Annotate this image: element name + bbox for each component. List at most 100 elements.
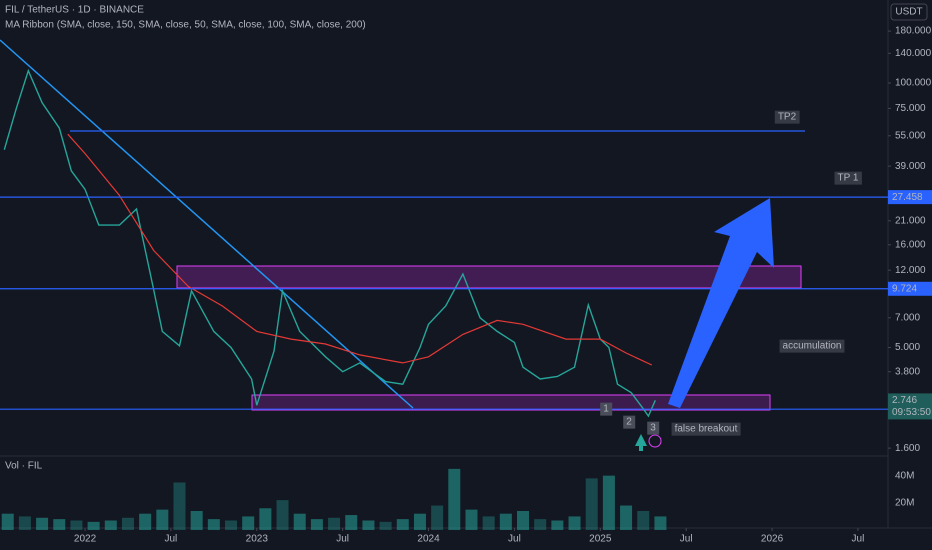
y-tick-label: 180.000 [895,26,932,37]
support-box [251,394,771,411]
volume-tick-label: 40M [895,470,914,481]
level-label-bg [888,281,932,296]
last-price-bg [888,393,932,420]
volume-bar [1,513,14,530]
volume-title: Vol · FIL [5,461,43,472]
y-tick-label: 140.000 [895,48,932,59]
volume-bar [551,520,564,530]
volume-bar [293,513,306,530]
volume-bar [362,520,375,530]
volume-bar [654,516,667,530]
series-line [3,68,656,418]
x-tick-label: Jul [336,534,349,545]
annotation: 2 [626,417,632,428]
trendline [0,39,414,409]
volume-bar [517,510,530,530]
y-tick-label: 75.000 [895,103,926,114]
x-tick-label: Jul [508,534,521,545]
volume-bar [104,520,117,530]
x-tick-label: Jul [680,534,693,545]
countdown: 09:53:50 [892,407,931,418]
volume-bar [328,517,341,530]
volume-bar [225,520,238,530]
volume-bar [585,478,598,530]
y-tick-label: 5.000 [895,342,920,353]
volume-bar [173,482,186,530]
y-tick-label: 7.000 [895,312,920,323]
x-tick-label: 2024 [417,534,440,545]
annotation-bg [779,339,845,353]
y-tick-label: 39.000 [895,161,926,172]
annotation-bg [671,422,741,436]
x-tick-label: Jul [165,534,178,545]
volume-bar [121,517,134,530]
annotation: 1 [603,404,609,415]
symbol-header: FIL / TetherUS · 1D · BINANCE [5,5,144,16]
y-tick-label: 16.000 [895,239,926,250]
y-tick-label: 1.600 [895,443,920,454]
volume-bar [242,516,255,530]
series-line [67,133,653,366]
annotation-bg [647,421,660,435]
annotation: false breakout [675,424,738,435]
annotation: accumulation [783,341,842,352]
y-tick-label: 100.000 [895,78,932,89]
flash-icon [648,434,662,448]
y-tick-label: 3.800 [895,366,920,377]
annotation: TP 1 [838,173,859,184]
volume-bar [465,509,478,530]
resistance-box [176,265,802,289]
volume-bar [637,510,650,530]
level-label: 27.458 [892,192,923,203]
y-tick-label: 21.000 [895,215,926,226]
last-price-label: 2.746 [892,395,917,406]
indicator-header: MA Ribbon (SMA, close, 150, SMA, close, … [5,20,366,31]
volume-bar [620,505,633,530]
volume-bar [345,515,358,530]
volume-bar [448,468,461,530]
annotation-bg [834,171,862,185]
volume-tick-label: 20M [895,497,914,508]
arrow [668,198,774,408]
volume-bar [70,520,83,530]
x-tick-label: 2023 [246,534,269,545]
volume-bar [276,500,289,530]
volume-bar [396,519,409,530]
up-arrow-icon [635,434,647,451]
volume-bar [139,513,152,530]
y-tick-label: 55.000 [895,130,926,141]
currency-label: USDT [895,7,922,18]
volume-bar [259,508,272,530]
y-tick-label: 12.000 [895,265,926,276]
volume-bar [18,516,31,530]
x-tick-label: Jul [852,534,865,545]
annotation: TP2 [778,112,797,123]
x-tick-label: 2022 [74,534,97,545]
volume-bar [53,519,66,530]
volume-bar [568,516,581,530]
volume-bar [413,513,426,530]
annotation-bg [774,110,800,124]
volume-bar [156,509,169,530]
currency-button[interactable] [890,3,928,21]
volume-bar [379,521,392,530]
x-tick-label: 2025 [589,534,612,545]
volume-bar [431,505,444,530]
volume-bar [499,513,512,530]
volume-bar [310,519,323,530]
volume-bar [207,519,220,530]
x-tick-label: 2026 [761,534,784,545]
level-label: 9.724 [892,283,917,294]
volume-bar [534,519,547,530]
volume-bar [482,516,495,530]
annotation-bg [600,402,613,416]
level-label-bg [888,190,932,205]
volume-bar [190,510,203,530]
annotation-bg [623,415,636,429]
volume-bar [36,517,49,530]
annotation: 3 [650,423,656,434]
volume-bar [87,521,100,530]
